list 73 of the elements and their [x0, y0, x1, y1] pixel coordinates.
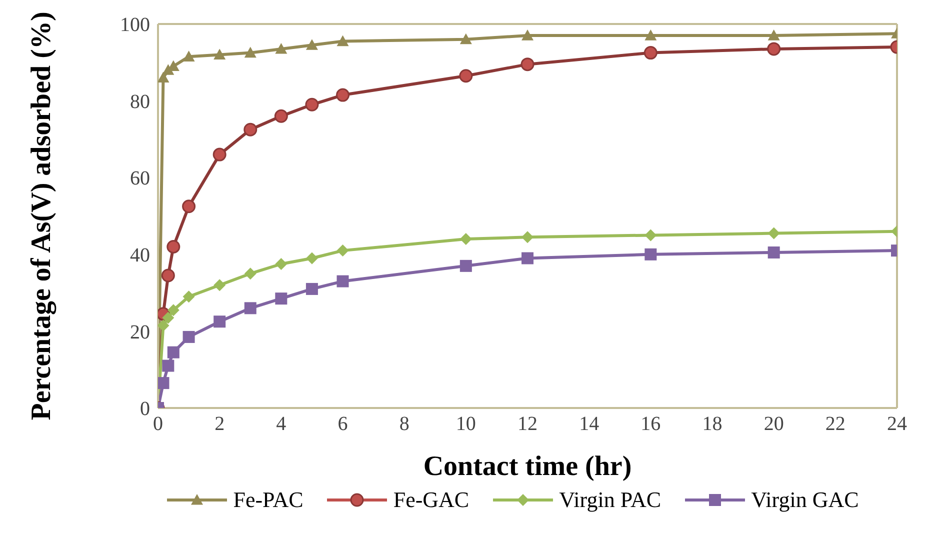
x-tick-label: 18 [702, 413, 722, 436]
x-tick-label: 2 [214, 413, 225, 436]
point [305, 98, 319, 112]
x-tick-label: 16 [640, 413, 661, 436]
y-tick-label: 20 [130, 321, 150, 344]
point [244, 268, 256, 280]
x-tick-label: 8 [399, 413, 410, 436]
x-tick-label: 22 [825, 413, 846, 436]
point [460, 33, 472, 44]
legend-label: Fe-GAC [393, 487, 470, 513]
x-tick-label: 12 [518, 413, 538, 436]
point [212, 148, 226, 162]
point [166, 240, 180, 254]
x-tick-label: 24 [887, 413, 907, 436]
point [768, 30, 780, 40]
point [275, 292, 288, 305]
point [158, 319, 170, 332]
x-tick-label: 4 [276, 413, 286, 436]
x-tick-label: 14 [579, 413, 600, 436]
x-tick-label: 10 [456, 413, 476, 436]
y-tick-label: 80 [130, 90, 150, 113]
legend-label: Fe-PAC [233, 487, 304, 513]
point [306, 39, 318, 50]
point [182, 200, 196, 214]
point [336, 244, 349, 257]
point [162, 312, 174, 324]
point [275, 42, 288, 54]
point [244, 122, 258, 136]
point [182, 330, 195, 343]
point [274, 109, 288, 123]
point [182, 290, 195, 303]
y-tick-label: 60 [130, 168, 150, 190]
point [336, 88, 350, 102]
point [214, 279, 226, 292]
point [644, 248, 657, 260]
point [644, 46, 658, 60]
point [460, 260, 472, 272]
point [306, 252, 318, 264]
point [336, 35, 349, 46]
point [768, 227, 780, 240]
point [767, 42, 781, 56]
point [306, 282, 318, 295]
point [158, 72, 170, 83]
point [522, 231, 534, 244]
point [167, 346, 180, 358]
x-tick-label: 20 [764, 413, 784, 436]
point [644, 229, 657, 242]
point [244, 302, 256, 314]
point [162, 360, 174, 372]
y-tick-label: 100 [120, 14, 150, 36]
point [768, 246, 780, 258]
point [644, 30, 657, 40]
y-tick-label: 40 [130, 244, 150, 266]
point [214, 48, 226, 60]
point [158, 377, 170, 390]
x-axis-title: Contact time (hr) [423, 451, 632, 482]
point [522, 30, 534, 40]
point [182, 50, 195, 62]
y-axis-title: Percentage of As(V) adsorbed (%) [26, 12, 57, 420]
point [244, 46, 256, 58]
legend-label: Virgin GAC [751, 487, 859, 513]
point [520, 58, 534, 72]
point [167, 304, 180, 316]
point [214, 316, 226, 328]
x-tick-label: 6 [338, 413, 348, 436]
y-tick-label: 0 [140, 398, 150, 420]
point [459, 69, 473, 83]
point [275, 258, 288, 270]
point [522, 252, 534, 264]
point [336, 275, 349, 288]
point [460, 233, 472, 246]
point [161, 268, 175, 282]
legend-label: Virgin PAC [559, 487, 662, 513]
